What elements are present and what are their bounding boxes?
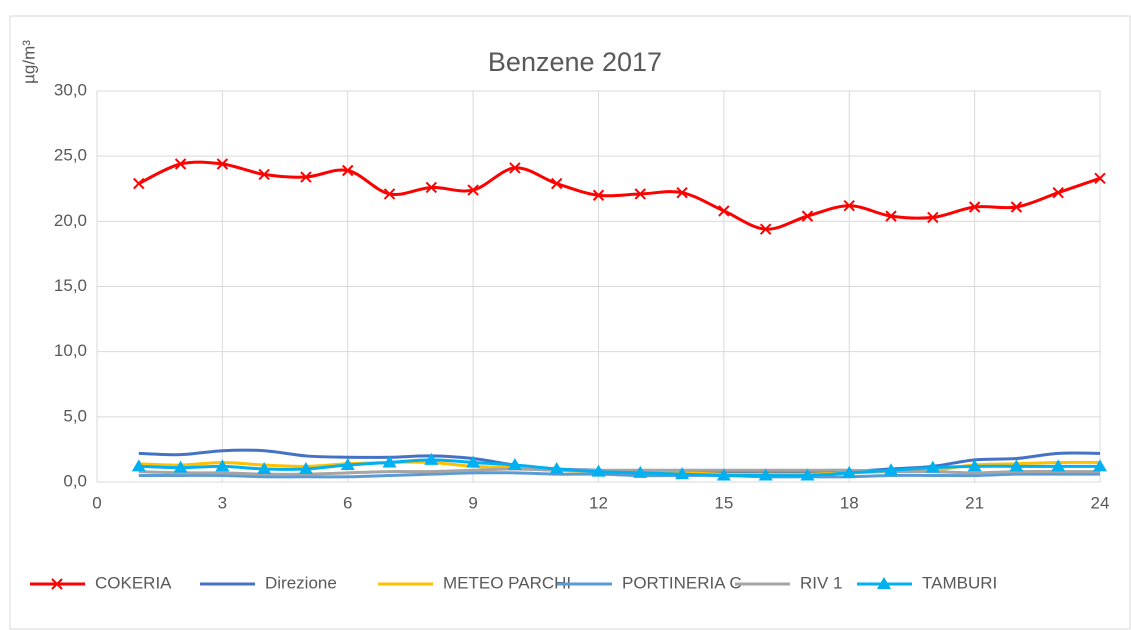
chart-title: Benzene 2017 xyxy=(488,47,662,77)
legend-label: Direzione xyxy=(265,573,337,592)
marker xyxy=(634,188,646,200)
y-tick-label: 15,0 xyxy=(54,276,87,295)
x-tick-label: 15 xyxy=(714,493,733,512)
y-tick-label: 0,0 xyxy=(63,471,87,490)
marker xyxy=(342,164,354,177)
legend-marker xyxy=(51,578,63,590)
legend-marker xyxy=(877,577,891,589)
marker xyxy=(216,158,229,170)
marker xyxy=(801,210,814,222)
marker xyxy=(133,177,145,190)
marker xyxy=(425,181,438,194)
marker xyxy=(1010,201,1023,213)
marker xyxy=(549,461,564,474)
y-tick-label: 30,0 xyxy=(54,80,87,99)
x-tick-label: 6 xyxy=(343,493,352,512)
legend-label: COKERIA xyxy=(95,573,172,592)
marker xyxy=(215,459,230,472)
marker xyxy=(509,162,521,174)
marker xyxy=(927,211,939,224)
marker xyxy=(800,468,815,481)
marker xyxy=(1093,459,1107,472)
series-line xyxy=(138,160,1101,231)
y-tick-label: 5,0 xyxy=(63,406,87,425)
x-tick-label: 12 xyxy=(589,493,608,512)
marker xyxy=(300,171,312,183)
marker xyxy=(424,452,439,465)
marker xyxy=(759,223,772,235)
marker xyxy=(257,461,272,474)
marker xyxy=(718,205,730,217)
marker xyxy=(758,468,773,481)
legend-label: PORTINERIA C xyxy=(622,573,742,592)
x-tick-label: 0 xyxy=(92,493,101,512)
marker xyxy=(1051,459,1066,472)
marker xyxy=(1052,186,1064,199)
marker xyxy=(716,468,731,481)
marker xyxy=(925,460,940,473)
marker xyxy=(885,210,897,222)
marker xyxy=(591,464,606,477)
marker xyxy=(173,460,188,473)
marker xyxy=(507,458,522,471)
marker xyxy=(382,455,397,468)
marker xyxy=(258,168,270,181)
x-tick-label: 21 xyxy=(965,493,984,512)
series-line xyxy=(138,471,1100,479)
marker xyxy=(466,455,481,468)
marker xyxy=(174,158,187,170)
marker xyxy=(884,463,899,476)
marker xyxy=(842,465,857,478)
legend-label: METEO PARCHI xyxy=(443,573,571,592)
x-tick-label: 3 xyxy=(218,493,227,512)
marker xyxy=(592,189,605,201)
chart-border xyxy=(9,15,1131,630)
y-tick-label: 25,0 xyxy=(54,146,87,165)
y-tick-label: 20,0 xyxy=(54,211,87,230)
legend-label: RIV 1 xyxy=(800,573,843,592)
x-tick-label: 9 xyxy=(468,493,477,512)
legend-label: TAMBURI xyxy=(922,573,997,592)
y-tick-label: 10,0 xyxy=(54,341,87,360)
marker xyxy=(551,177,563,190)
marker xyxy=(967,459,982,472)
marker xyxy=(298,461,313,474)
marker xyxy=(467,184,479,196)
marker xyxy=(340,458,355,471)
marker xyxy=(1009,459,1024,472)
marker xyxy=(675,467,690,480)
marker xyxy=(131,459,146,472)
marker xyxy=(383,188,396,200)
x-tick-label: 18 xyxy=(840,493,859,512)
x-tick-label: 24 xyxy=(1091,493,1110,512)
y-axis-label: µg/m³ xyxy=(19,40,38,84)
marker xyxy=(843,199,855,212)
marker xyxy=(1094,172,1106,185)
marker xyxy=(633,465,648,478)
marker xyxy=(676,186,688,199)
marker xyxy=(968,201,981,213)
